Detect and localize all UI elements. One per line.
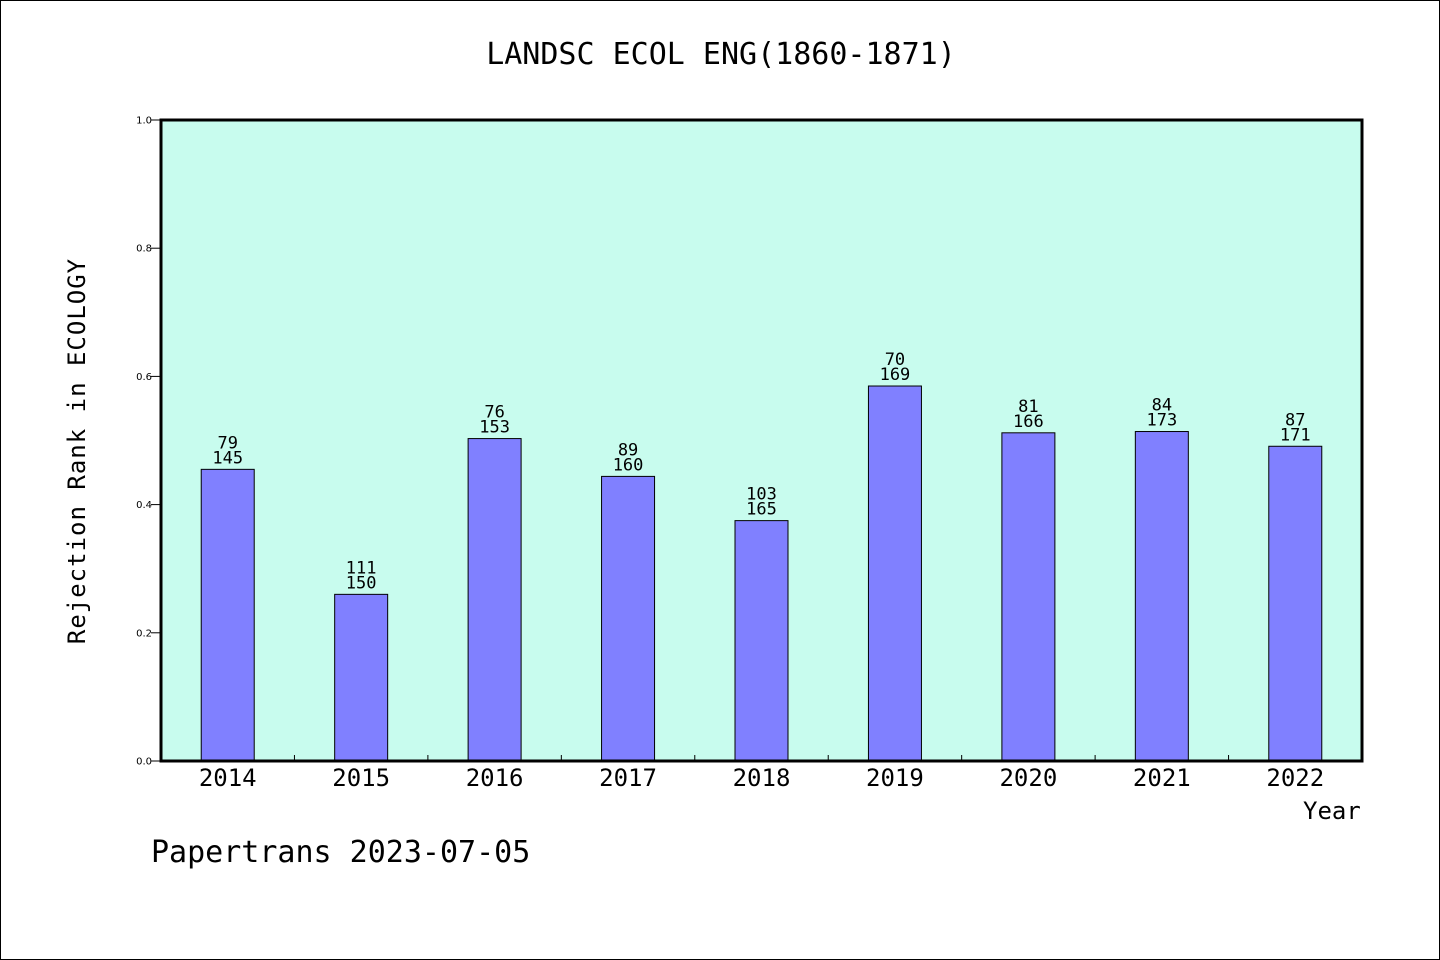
y-tick-label: 0.2 (136, 628, 152, 639)
bar-2017 (601, 475, 656, 762)
bar-2016 (467, 438, 522, 762)
x-tick-label: 2017 (599, 764, 657, 792)
x-axis-label: Year (1303, 797, 1361, 825)
bar-label-bottom: 160 (613, 455, 644, 475)
bar-label-top: 87 (1285, 410, 1305, 430)
bar-label-bottom: 169 (880, 365, 911, 385)
bars (200, 385, 1323, 762)
y-axis-ticks: 0.0 0.2 0.4 0.6 0.8 1.0 (136, 116, 161, 768)
bar-2015 (334, 593, 389, 762)
y-tick-label: 0.0 (136, 757, 152, 768)
y-tick-label: 0.4 (136, 500, 152, 511)
bar-label-bottom: 171 (1280, 425, 1311, 445)
bar-label-top: 84 (1152, 396, 1172, 416)
bar-label-top: 103 (746, 485, 777, 505)
bar-2020 (1001, 432, 1056, 762)
y-tick-label: 1.0 (136, 116, 152, 127)
x-axis-ticks: 2014 2015 2016 2017 2018 2019 2020 2021 2022 (199, 755, 1324, 792)
bar-2022 (1268, 445, 1323, 762)
x-tick-label: 2018 (733, 764, 791, 792)
plot-frame (159, 118, 1364, 763)
x-tick-label: 2022 (1266, 764, 1324, 792)
y-axis-label: Rejection Rank in ECOLOGY (63, 257, 91, 645)
bar-label-bottom: 165 (746, 500, 777, 520)
footer-credit: Papertrans 2023-07-05 (151, 835, 531, 870)
bar-label-top: 76 (484, 403, 504, 423)
bar-label-top: 70 (885, 350, 905, 370)
bar-2019 (867, 385, 922, 762)
bar-label-bottom: 173 (1146, 411, 1177, 431)
bar-label-top: 81 (1018, 397, 1038, 417)
x-tick-label: 2021 (1133, 764, 1191, 792)
bar-labels: 7914511115076153891601031657016981166841… (212, 350, 1310, 593)
chart-title: LANDSC ECOL ENG(1860-1871) (486, 37, 956, 72)
x-tick-label: 2020 (999, 764, 1057, 792)
bar-2014 (200, 468, 255, 762)
bar-2018 (734, 520, 789, 762)
bar-label-top: 79 (217, 433, 237, 453)
bar-label-top: 111 (346, 558, 377, 578)
bar-label-bottom: 150 (346, 573, 377, 593)
x-tick-label: 2015 (332, 764, 390, 792)
bar-label-bottom: 166 (1013, 412, 1044, 432)
bar-2021 (1134, 431, 1189, 762)
x-tick-label: 2014 (199, 764, 257, 792)
x-tick-label: 2016 (466, 764, 524, 792)
bar-label-bottom: 145 (212, 448, 243, 468)
x-tick-label: 2019 (866, 764, 924, 792)
y-tick-label: 0.8 (136, 244, 152, 255)
bar-label-bottom: 153 (479, 418, 510, 438)
y-tick-label: 0.6 (136, 372, 152, 383)
bar-label-top: 89 (618, 440, 638, 460)
